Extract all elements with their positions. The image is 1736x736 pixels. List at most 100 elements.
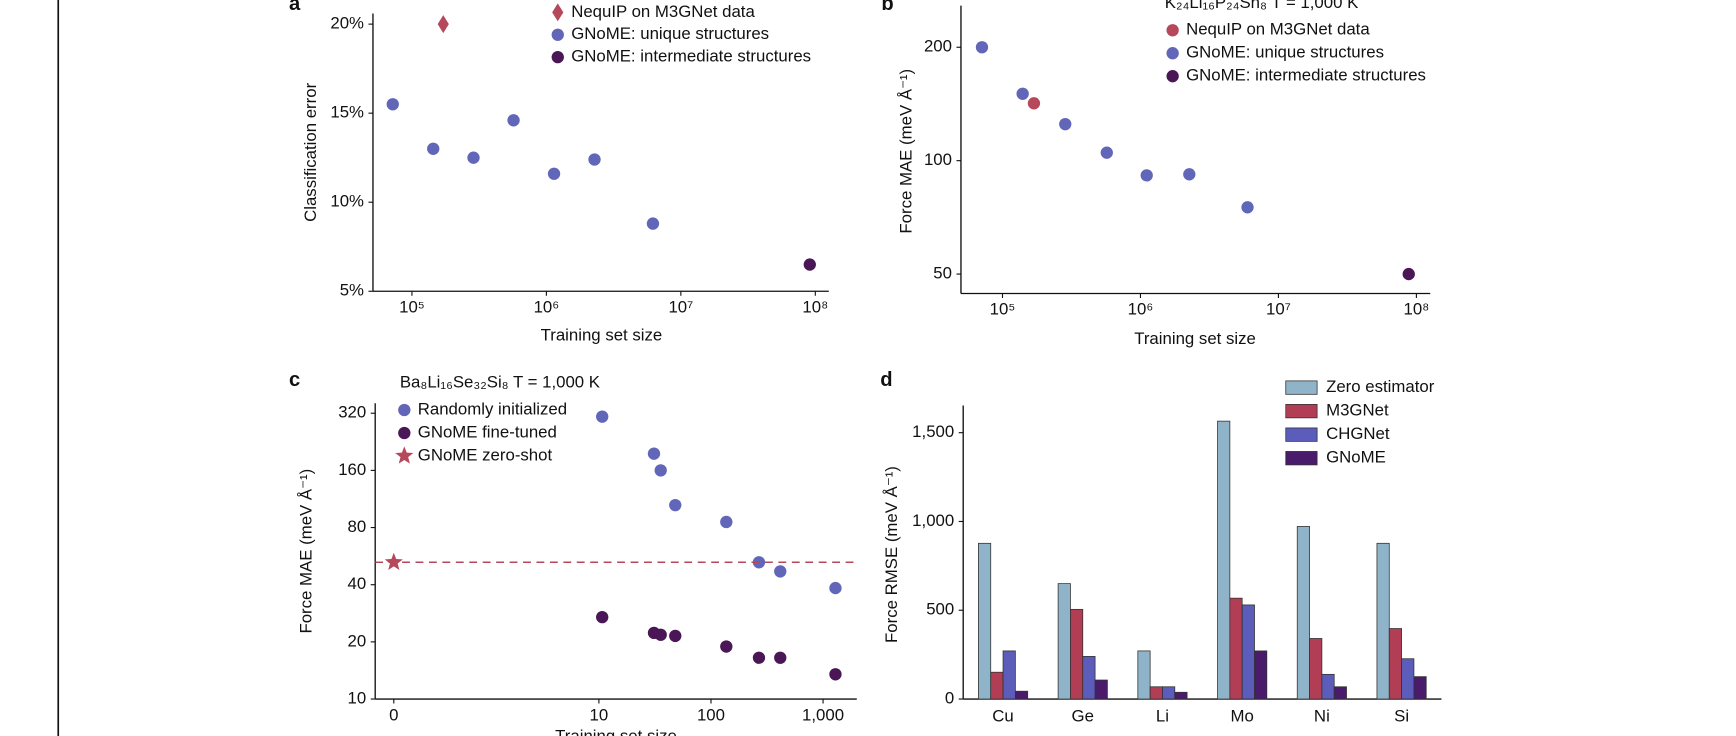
legend-label: GNoME: unique structures: [571, 24, 769, 43]
panel-letter: a: [289, 0, 301, 15]
y-axis-label: Force RMSE (meV Å⁻¹): [882, 466, 901, 643]
point: [829, 581, 842, 595]
x-tick-label: Cu: [992, 706, 1013, 725]
bar: [1014, 690, 1029, 700]
y-tick-label: 0: [945, 688, 954, 707]
legend-label: GNoME: intermediate structures: [1186, 66, 1426, 85]
point: [752, 651, 766, 664]
bar: [1174, 691, 1188, 700]
y-tick-label: 200: [924, 37, 952, 56]
bar: [978, 542, 992, 700]
y-tick-label: 5%: [340, 281, 364, 300]
y-tick-label: 20: [348, 631, 367, 650]
point: [975, 41, 989, 54]
x-axis-label: Training set size: [541, 326, 663, 345]
point: [507, 114, 520, 127]
legend-marker: [1166, 47, 1179, 60]
bar: [1217, 420, 1231, 700]
bar: [1388, 628, 1402, 700]
bar: [1057, 583, 1071, 700]
point: [829, 668, 842, 681]
bar: [1401, 658, 1415, 700]
bar: [1229, 597, 1243, 700]
x-tick-label: Si: [1394, 706, 1409, 725]
legend-label: NequIP on M3GNet data: [571, 2, 755, 21]
x-tick-label: 10⁵: [399, 298, 425, 317]
x-tick-label: 1,000: [802, 705, 844, 724]
point: [803, 258, 816, 271]
y-tick-label: 40: [348, 574, 367, 593]
bar: [1070, 608, 1084, 700]
bar: [990, 671, 1004, 700]
point: [1016, 87, 1029, 100]
point: [427, 142, 440, 155]
bar: [1162, 686, 1176, 700]
x-tick-label: Ni: [1314, 706, 1330, 725]
legend-label: NequIP on M3GNet data: [1186, 20, 1370, 39]
x-tick-label: Ge: [1072, 706, 1094, 725]
point: [654, 628, 667, 641]
y-tick-label: 1,500: [912, 422, 954, 441]
legend-swatch: [1285, 404, 1318, 419]
x-tick-label: 10⁷: [1266, 300, 1291, 319]
bar: [1137, 650, 1151, 700]
y-tick-label: 15%: [330, 103, 364, 122]
legend-marker: [1166, 24, 1179, 37]
point: [467, 151, 480, 164]
point: [774, 565, 787, 578]
bar: [1321, 673, 1335, 700]
x-tick-label: 10⁸: [802, 298, 828, 317]
legend-swatch: [1285, 451, 1318, 466]
legend-marker: [1166, 70, 1179, 83]
point: [1183, 168, 1196, 181]
point: [774, 651, 787, 664]
panel-letter: b: [881, 0, 893, 15]
y-axis-label: Force MAE (meV Å⁻¹): [296, 469, 315, 634]
y-tick-label: 20%: [330, 14, 364, 33]
x-tick-label: Li: [1156, 706, 1169, 725]
point: [669, 498, 682, 512]
legend-label: Randomly initialized: [418, 399, 567, 418]
legend-swatch: [1285, 380, 1318, 395]
point: [386, 98, 399, 111]
point: [720, 515, 733, 529]
legend-label: GNoME fine-tuned: [418, 422, 557, 441]
point: [596, 610, 609, 624]
bar: [1296, 526, 1310, 700]
panel-letter: c: [289, 369, 300, 391]
y-axis-label: Force MAE (meV Å⁻¹): [897, 69, 916, 234]
x-axis-label: Training set size: [1134, 329, 1256, 348]
point: [669, 629, 682, 643]
bar: [1094, 679, 1108, 700]
y-tick-label: 10: [348, 688, 367, 707]
point: [437, 15, 449, 34]
bar: [1309, 638, 1323, 700]
point: [1027, 97, 1041, 110]
point: [1100, 146, 1113, 159]
legend-label: GNoME: intermediate structures: [571, 47, 811, 66]
legend-label: GNoME: unique structures: [1186, 43, 1384, 62]
point: [1241, 201, 1254, 214]
y-tick-label: 80: [348, 517, 367, 536]
y-axis-label: Classification error: [301, 82, 320, 222]
legend-marker: [551, 50, 564, 64]
point: [646, 217, 660, 230]
y-tick-label: 50: [933, 264, 952, 283]
panel-letter: d: [880, 369, 892, 391]
legend-marker: [551, 28, 564, 41]
y-tick-label: 100: [924, 150, 952, 169]
point: [1402, 267, 1415, 281]
x-tick-label: Mo: [1231, 706, 1254, 725]
point: [1059, 117, 1072, 131]
bar: [1333, 686, 1347, 700]
point: [547, 167, 561, 180]
legend-label: CHGNet: [1326, 424, 1390, 443]
legend-label: M3GNet: [1326, 401, 1389, 420]
x-tick-label: 10⁶: [534, 298, 560, 317]
bar: [1149, 686, 1163, 700]
bar: [1241, 604, 1255, 700]
point: [1140, 169, 1153, 182]
y-tick-label: 320: [338, 403, 366, 422]
